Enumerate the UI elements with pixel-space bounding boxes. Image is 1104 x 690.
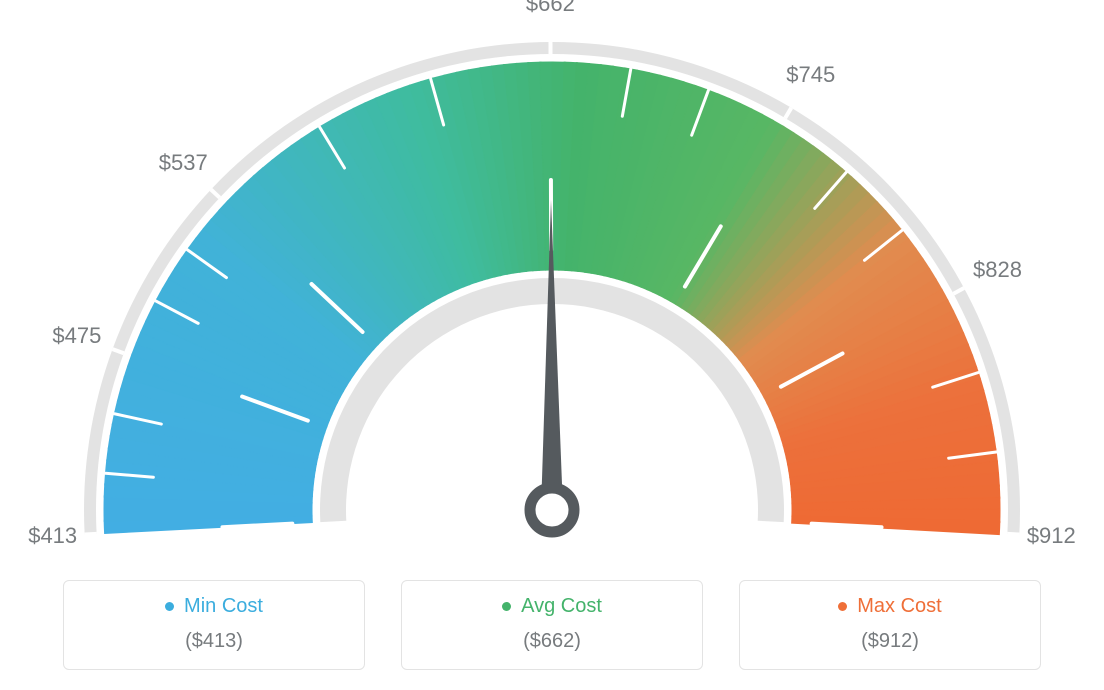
legend-card-min: Min Cost ($413) (63, 580, 365, 670)
tick-label: $475 (52, 323, 101, 349)
legend-title-min: Min Cost (165, 595, 263, 618)
tick-label: $413 (28, 523, 77, 549)
cost-gauge-chart: { "gauge": { "type": "gauge", "min_value… (0, 0, 1104, 690)
legend-dot-avg (502, 602, 511, 611)
needle-hub (530, 488, 574, 532)
legend-card-avg: Avg Cost ($662) (401, 580, 703, 670)
legend-title-max: Max Cost (838, 595, 941, 618)
legend-value-min: ($413) (64, 630, 364, 653)
tick-label: $745 (786, 62, 835, 88)
gauge-svg (0, 0, 1104, 560)
tick-label: $828 (973, 257, 1022, 283)
tick-label: $912 (1027, 523, 1076, 549)
legend-value-avg: ($662) (402, 630, 702, 653)
legend-label-min: Min Cost (184, 595, 263, 618)
legend-dot-max (838, 602, 847, 611)
legend-dot-min (165, 602, 174, 611)
legend-row: Min Cost ($413) Avg Cost ($662) Max Cost… (0, 580, 1104, 670)
legend-label-avg: Avg Cost (521, 595, 602, 618)
legend-label-max: Max Cost (857, 595, 941, 618)
legend-value-max: ($912) (740, 630, 1040, 653)
legend-card-max: Max Cost ($912) (739, 580, 1041, 670)
tick-label: $537 (159, 150, 208, 176)
gauge-area: $413 $475 $537 $662 $745 $828 $912 (0, 0, 1104, 560)
legend-title-avg: Avg Cost (502, 595, 602, 618)
tick-label: $662 (526, 0, 575, 17)
